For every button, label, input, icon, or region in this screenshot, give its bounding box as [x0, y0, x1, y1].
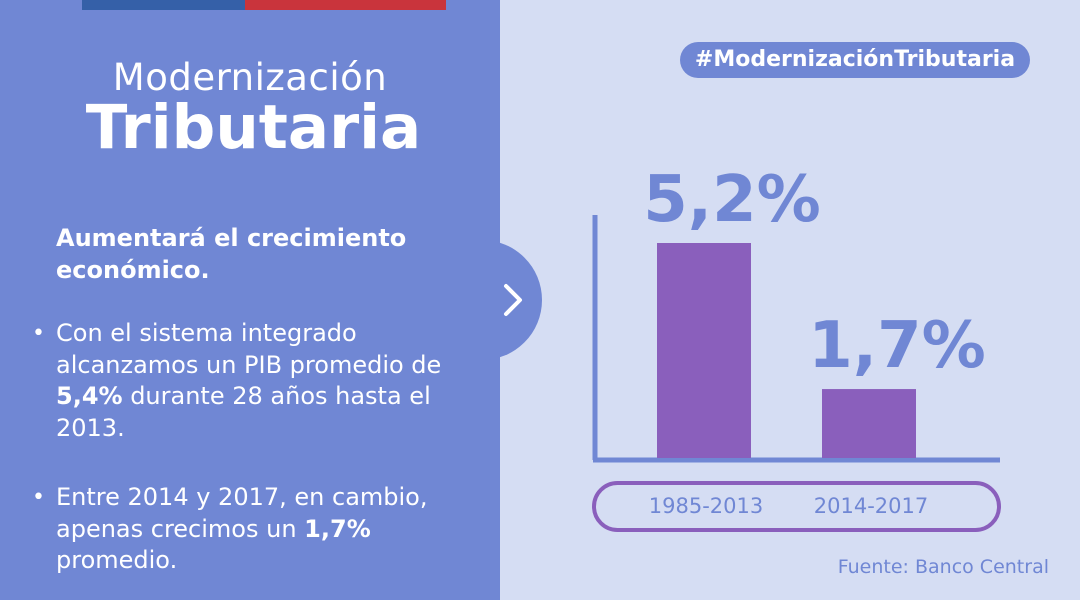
bullet-1-highlight: 5,4% [56, 382, 123, 410]
bullet-item-1: Con el sistema integrado alcanzamos un P… [32, 318, 486, 444]
chevron-right-icon [504, 284, 522, 316]
bullet-2-text: Entre 2014 y 2017, en cambio, apenas cre… [56, 483, 428, 543]
value-label-2: 1,7% [808, 309, 986, 383]
bullet-item-2: Entre 2014 y 2017, en cambio, apenas cre… [32, 482, 486, 577]
bullet-1-text-end: durante 28 años hasta el 2013. [56, 382, 431, 442]
category-frame [592, 481, 1001, 532]
left-panel: Modernización Tributaria Aumentará el cr… [0, 0, 500, 600]
bar-chart: 5,2% 1,7% 1985-2013 2014-2017 [592, 163, 1001, 532]
bar-1 [657, 243, 751, 458]
category-label-2: 2014-2017 [814, 494, 928, 518]
bar-2 [822, 389, 916, 458]
hashtag-badge: #ModernizaciónTributaria [680, 42, 1030, 78]
value-label-1: 5,2% [643, 163, 821, 237]
flag-stripe-red [245, 0, 446, 10]
subtitle: Aumentará el crecimiento económico. [56, 224, 407, 284]
bullet-2-text-end: promedio. [56, 546, 178, 574]
title-main: Tributaria [85, 92, 422, 163]
bullet-2-highlight: 1,7% [304, 514, 371, 543]
title-top: Modernización [112, 56, 388, 99]
category-label-1: 1985-2013 [649, 494, 763, 518]
bullet-1-text: Con el sistema integrado alcanzamos un P… [56, 319, 442, 379]
source-note: Fuente: Banco Central [837, 556, 1049, 578]
flag-stripe-blue [82, 0, 245, 10]
